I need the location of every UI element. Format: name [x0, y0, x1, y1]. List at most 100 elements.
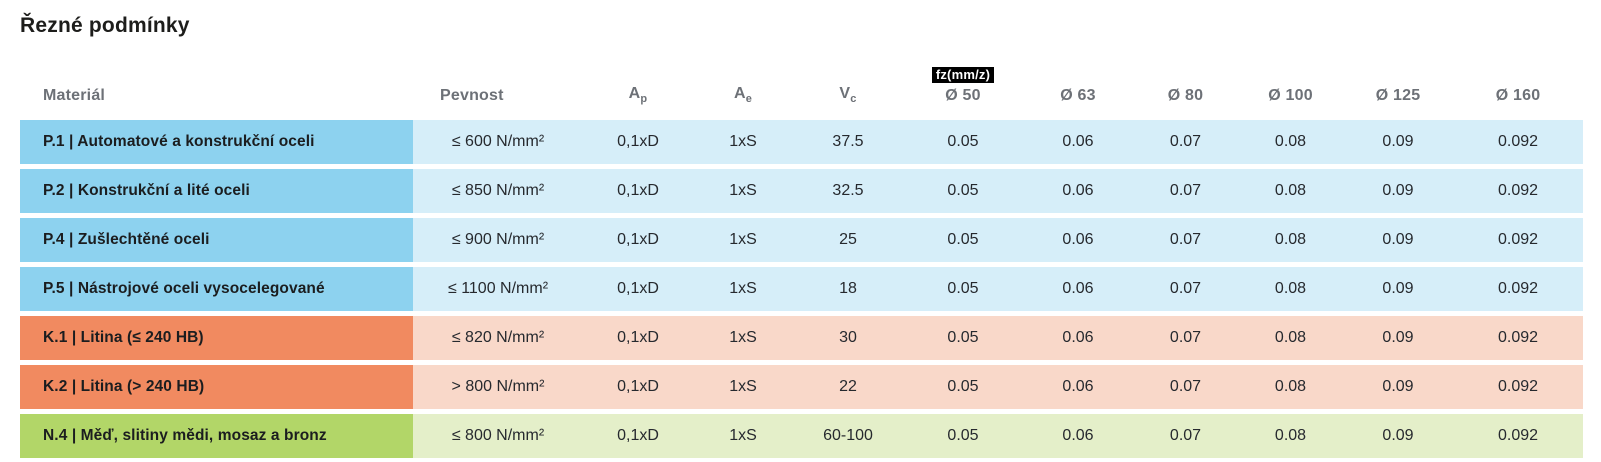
col-header-vc: Vc: [793, 59, 903, 115]
fz-cell: 0.08: [1238, 267, 1343, 311]
fz-cell: 0.07: [1133, 120, 1238, 164]
fz-cell: 0.06: [1023, 120, 1133, 164]
ap-cell: 0,1xD: [583, 316, 693, 360]
fz-unit-badge: fz(mm/z): [931, 67, 995, 83]
pevnost-cell: ≤ 800 N/mm²: [413, 414, 583, 458]
ae-cell: 1xS: [693, 218, 793, 262]
fz-cell: 0.09: [1343, 267, 1453, 311]
material-cell: P.4 | Zušlechtěné oceli: [20, 218, 413, 262]
table-body: P.1 | Automatové a konstrukční oceli ≤ 6…: [20, 120, 1583, 458]
fz-cell: 0.09: [1343, 365, 1453, 409]
fz-cell: 0.06: [1023, 414, 1133, 458]
vc-cell: 32.5: [793, 169, 903, 213]
fz-cell: 0.07: [1133, 218, 1238, 262]
ae-cell: 1xS: [693, 316, 793, 360]
fz-cell: 0.05: [903, 120, 1023, 164]
fz-cell: 0.05: [903, 316, 1023, 360]
fz-cell: 0.092: [1453, 414, 1583, 458]
fz-cell: 0.09: [1343, 218, 1453, 262]
fz-cell: 0.08: [1238, 120, 1343, 164]
vc-subscript: c: [850, 93, 857, 105]
material-cell: N.4 | Měď, slitiny mědi, mosaz a bronz: [20, 414, 413, 458]
fz-cell: 0.05: [903, 267, 1023, 311]
fz-cell: 0.07: [1133, 414, 1238, 458]
vc-symbol: V: [839, 84, 851, 102]
fz-cell: 0.09: [1343, 120, 1453, 164]
vc-cell: 22: [793, 365, 903, 409]
fz-cell: 0.07: [1133, 365, 1238, 409]
fz-cell: 0.09: [1343, 169, 1453, 213]
table-row: P.1 | Automatové a konstrukční oceli ≤ 6…: [20, 120, 1583, 164]
ae-cell: 1xS: [693, 267, 793, 311]
header-row: Materiál Pevnost Ap Ae Vc fz(mm/z) Ø 50 …: [20, 59, 1583, 115]
fz-cell: 0.06: [1023, 267, 1133, 311]
fz-cell: 0.06: [1023, 218, 1133, 262]
ap-cell: 0,1xD: [583, 414, 693, 458]
col-header-d125: Ø 125: [1375, 87, 1421, 104]
ae-cell: 1xS: [693, 365, 793, 409]
col-header-d50: fz(mm/z) Ø 50: [903, 59, 1023, 115]
table-row: K.1 | Litina (≤ 240 HB) ≤ 820 N/mm² 0,1x…: [20, 316, 1583, 360]
fz-cell: 0.092: [1453, 365, 1583, 409]
fz-cell: 0.092: [1453, 169, 1583, 213]
fz-cell: 0.08: [1238, 169, 1343, 213]
ap-cell: 0,1xD: [583, 169, 693, 213]
pevnost-cell: ≤ 820 N/mm²: [413, 316, 583, 360]
fz-cell: 0.05: [903, 414, 1023, 458]
fz-cell: 0.08: [1238, 218, 1343, 262]
ap-cell: 0,1xD: [583, 365, 693, 409]
fz-cell: 0.08: [1238, 365, 1343, 409]
material-cell: P.5 | Nástrojové oceli vysocelegované: [20, 267, 413, 311]
table-row: K.2 | Litina (> 240 HB) > 800 N/mm² 0,1x…: [20, 365, 1583, 409]
fz-cell: 0.05: [903, 218, 1023, 262]
table-row: P.5 | Nástrojové oceli vysocelegované ≤ …: [20, 267, 1583, 311]
col-header-d80: Ø 80: [1167, 87, 1204, 104]
material-cell: K.1 | Litina (≤ 240 HB): [20, 316, 413, 360]
fz-cell: 0.06: [1023, 169, 1133, 213]
col-header-d160: Ø 160: [1495, 87, 1541, 104]
col-header-material: Materiál: [43, 87, 106, 104]
col-header-ap: Ap: [583, 59, 693, 115]
fz-cell: 0.05: [903, 365, 1023, 409]
fz-cell: 0.092: [1453, 120, 1583, 164]
ap-cell: 0,1xD: [583, 120, 693, 164]
pevnost-cell: ≤ 600 N/mm²: [413, 120, 583, 164]
table-row: P.4 | Zušlechtěné oceli ≤ 900 N/mm² 0,1x…: [20, 218, 1583, 262]
fz-cell: 0.07: [1133, 316, 1238, 360]
ae-cell: 1xS: [693, 120, 793, 164]
fz-cell: 0.08: [1238, 414, 1343, 458]
ap-subscript: p: [640, 93, 648, 105]
fz-cell: 0.092: [1453, 218, 1583, 262]
ap-cell: 0,1xD: [583, 267, 693, 311]
table-row: P.2 | Konstrukční a lité oceli ≤ 850 N/m…: [20, 169, 1583, 213]
fz-cell: 0.07: [1133, 267, 1238, 311]
ap-cell: 0,1xD: [583, 218, 693, 262]
fz-cell: 0.092: [1453, 267, 1583, 311]
vc-cell: 30: [793, 316, 903, 360]
material-cell: P.1 | Automatové a konstrukční oceli: [20, 120, 413, 164]
col-header-d63: Ø 63: [1060, 87, 1096, 104]
fz-cell: 0.06: [1023, 316, 1133, 360]
material-cell: P.2 | Konstrukční a lité oceli: [20, 169, 413, 213]
cutting-conditions-table: Materiál Pevnost Ap Ae Vc fz(mm/z) Ø 50 …: [20, 54, 1583, 462]
vc-cell: 25: [793, 218, 903, 262]
fz-cell: 0.08: [1238, 316, 1343, 360]
ae-subscript: e: [745, 93, 753, 105]
pevnost-cell: ≤ 850 N/mm²: [413, 169, 583, 213]
table-row: N.4 | Měď, slitiny mědi, mosaz a bronz ≤…: [20, 414, 1583, 458]
col-header-pevnost: Pevnost: [440, 87, 504, 104]
fz-cell: 0.09: [1343, 414, 1453, 458]
pevnost-cell: ≤ 900 N/mm²: [413, 218, 583, 262]
fz-cell: 0.09: [1343, 316, 1453, 360]
col-header-d50-label: Ø 50: [945, 87, 981, 104]
ae-symbol: A: [733, 84, 746, 102]
ap-symbol: A: [628, 84, 641, 102]
material-cell: K.2 | Litina (> 240 HB): [20, 365, 413, 409]
vc-cell: 37.5: [793, 120, 903, 164]
page-title: Řezné podmínky: [20, 14, 190, 37]
table-header: Materiál Pevnost Ap Ae Vc fz(mm/z) Ø 50 …: [20, 59, 1583, 115]
vc-cell: 60-100: [793, 414, 903, 458]
col-header-d100: Ø 100: [1268, 87, 1313, 104]
fz-cell: 0.05: [903, 169, 1023, 213]
